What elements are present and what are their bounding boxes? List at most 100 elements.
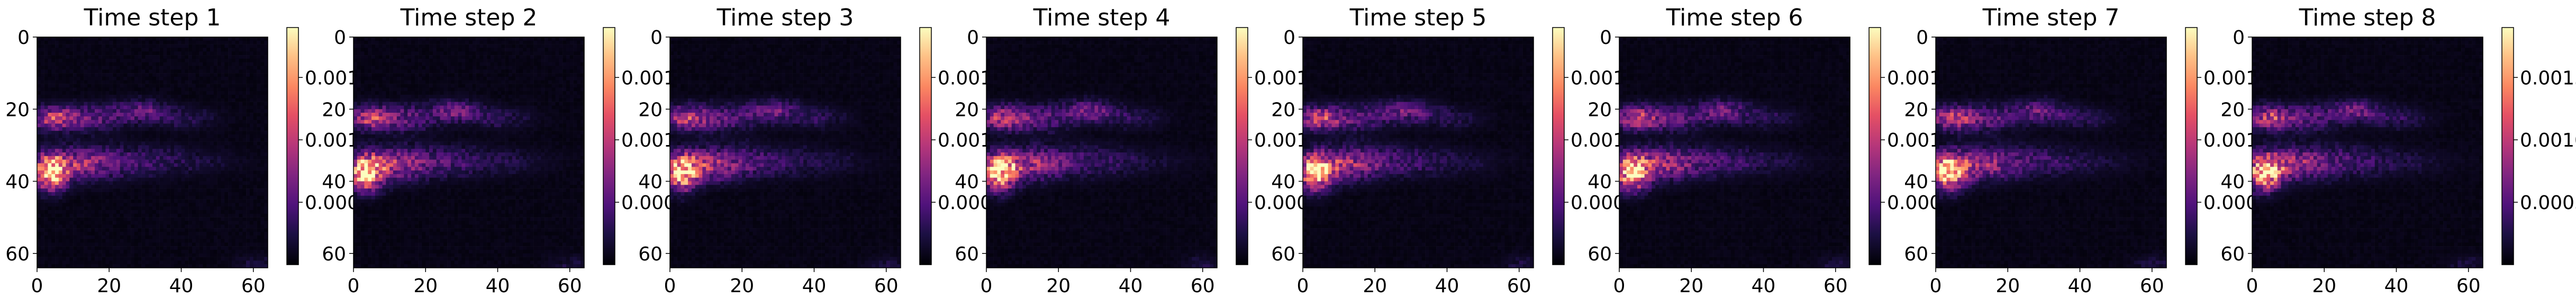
heatmap-cell — [235, 170, 239, 174]
heatmap-cell — [113, 113, 116, 116]
heatmap-cell — [246, 156, 250, 160]
heatmap-cell — [160, 62, 164, 66]
heatmap-cell — [102, 105, 106, 109]
heatmap-cell — [73, 167, 77, 170]
heatmap-cell — [116, 77, 120, 80]
heatmap-cell — [62, 51, 66, 55]
heatmap-cell — [116, 44, 120, 48]
heatmap-cell — [182, 138, 185, 142]
heatmap-cell — [138, 87, 142, 91]
heatmap-cell — [206, 73, 210, 77]
heatmap-cell — [149, 127, 152, 131]
heatmap-cell — [48, 77, 51, 80]
heatmap-cell — [84, 170, 88, 174]
heatmap-cell — [217, 185, 221, 188]
heatmap-cell — [163, 69, 167, 73]
heatmap-cell — [156, 124, 160, 128]
heatmap-cell — [113, 145, 116, 149]
heatmap-cell — [188, 127, 192, 131]
heatmap-cell — [242, 113, 246, 116]
heatmap-cell — [77, 127, 80, 131]
heatmap-cell — [116, 84, 120, 88]
heatmap-cell — [69, 178, 73, 182]
heatmap-cell — [235, 120, 239, 124]
heatmap-cell — [41, 167, 44, 170]
heatmap-cell — [235, 91, 239, 95]
heatmap-cell — [66, 98, 70, 102]
heatmap-cell — [242, 188, 246, 192]
heatmap-cell — [170, 134, 174, 138]
heatmap-cell — [170, 160, 174, 164]
heatmap-cell — [160, 170, 164, 174]
heatmap-cell — [253, 167, 257, 170]
heatmap-cell — [134, 95, 138, 98]
heatmap-cell — [134, 109, 138, 113]
heatmap-cell — [152, 51, 156, 55]
heatmap-cell — [95, 116, 98, 120]
heatmap-cell — [178, 145, 182, 149]
heatmap-cell — [210, 188, 214, 192]
heatmap-cell — [170, 66, 174, 70]
heatmap-cell — [37, 131, 41, 134]
heatmap-cell — [44, 87, 48, 91]
heatmap-cell — [185, 156, 188, 160]
heatmap-cell — [167, 44, 170, 48]
heatmap-cell — [174, 160, 178, 164]
heatmap-cell — [142, 149, 146, 152]
heatmap-cell — [145, 48, 149, 51]
heatmap-cell — [217, 102, 221, 106]
heatmap-cell — [242, 182, 246, 185]
heatmap-cell — [178, 185, 182, 188]
heatmap-cell — [235, 188, 239, 192]
heatmap-cell — [37, 59, 41, 62]
heatmap-cell — [98, 142, 102, 146]
heatmap-cell — [246, 170, 250, 174]
heatmap-cell — [170, 163, 174, 167]
heatmap-cell — [210, 116, 214, 120]
heatmap-cell — [95, 84, 98, 88]
heatmap-cell — [80, 105, 84, 109]
heatmap-cell — [95, 91, 98, 95]
heatmap-cell — [156, 174, 160, 178]
heatmap-cell — [163, 105, 167, 109]
heatmap-cell — [98, 80, 102, 84]
heatmap-cell — [124, 69, 128, 73]
heatmap-cell — [127, 188, 131, 192]
heatmap-cell — [152, 73, 156, 77]
heatmap-cell — [253, 138, 257, 142]
heatmap-cell — [239, 62, 243, 66]
heatmap-cell — [210, 131, 214, 134]
heatmap-cell — [37, 73, 41, 77]
heatmap-cell — [239, 105, 243, 109]
heatmap-cell — [69, 192, 73, 196]
heatmap-cell — [105, 41, 109, 44]
heatmap-cell — [55, 188, 59, 192]
heatmap-cell — [250, 138, 253, 142]
heatmap-cell — [66, 182, 70, 185]
heatmap-cell — [260, 55, 264, 59]
heatmap-cell — [98, 138, 102, 142]
heatmap-cell — [182, 66, 185, 70]
heatmap-cell — [127, 160, 131, 164]
heatmap-cell — [235, 98, 239, 102]
heatmap-cell — [80, 98, 84, 102]
heatmap-cell — [98, 66, 102, 70]
heatmap-cell — [246, 127, 250, 131]
heatmap-cell — [109, 80, 113, 84]
heatmap-cell — [174, 105, 178, 109]
heatmap-cell — [84, 188, 88, 192]
heatmap-cell — [156, 160, 160, 164]
heatmap-cell — [73, 182, 77, 185]
heatmap-cell — [98, 102, 102, 106]
heatmap-cell — [160, 59, 164, 62]
heatmap-cell — [224, 156, 228, 160]
heatmap-cell — [250, 120, 253, 124]
heatmap-cell — [224, 98, 228, 102]
heatmap-cell — [214, 145, 217, 149]
heatmap-cell — [246, 73, 250, 77]
heatmap-cell — [232, 59, 235, 62]
heatmap-cell — [152, 41, 156, 44]
panel-title: Time step 1 — [84, 4, 221, 31]
heatmap-cell — [102, 145, 106, 149]
heatmap-cell — [66, 116, 70, 120]
